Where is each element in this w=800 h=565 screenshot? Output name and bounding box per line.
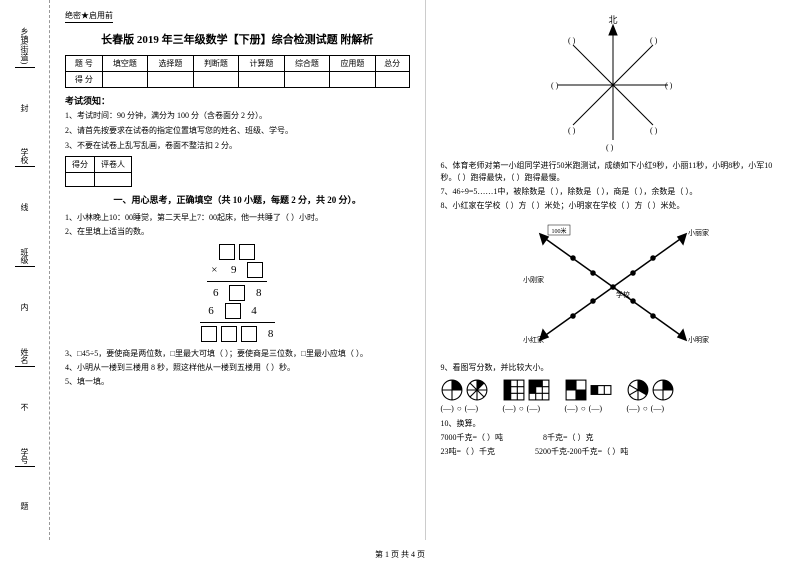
notice-item: 3、不要在试卷上乱写乱画，卷面不整洁扣 2 分。 xyxy=(65,140,410,153)
score-table: 题 号 填空题 选择题 判断题 计算题 综合题 应用题 总分 得 分 xyxy=(65,55,410,88)
score-header: 填空题 xyxy=(102,56,148,72)
grade-cell: 得分 xyxy=(66,157,95,173)
notice-item: 2、请首先按要求在试卷的指定位置填写您的姓名、班级、学号。 xyxy=(65,125,410,138)
question-8: 8、小红家在学校（ ）方（ ）米处；小明家在学校（ ）方（ ）米处。 xyxy=(441,200,786,212)
svg-text:( ): ( ) xyxy=(650,36,658,45)
score-header: 选择题 xyxy=(148,56,194,72)
grade-cell: 评卷人 xyxy=(95,157,132,173)
secret-label: 绝密★启用前 xyxy=(65,10,113,23)
multiplication-problem: × 9 6 8 6 4 8 xyxy=(65,243,410,343)
right-column: 北 ( ) ( ) ( ) ( ) ( ) ( ) ( ) 6、体育老师对第一小组同学… xyxy=(426,0,800,540)
binding-marker: 线 xyxy=(21,202,29,213)
svg-text:小刚家: 小刚家 xyxy=(523,275,544,284)
question-6: 6、体育老师对第一小组同学进行50米跑测试，成绩如下小红9秒，小丽11秒，小明8… xyxy=(441,160,786,184)
score-cell xyxy=(102,72,148,88)
score-header: 总分 xyxy=(375,56,409,72)
compass-diagram: 北 ( ) ( ) ( ) ( ) ( ) ( ) ( ) xyxy=(543,15,683,155)
svg-text:学校: 学校 xyxy=(616,290,630,299)
score-header: 计算题 xyxy=(239,56,285,72)
svg-text:小丽家: 小丽家 xyxy=(688,228,709,237)
svg-text:100米: 100米 xyxy=(551,227,566,235)
question-5: 5、填一填。 xyxy=(65,376,410,388)
left-column: 绝密★启用前 长春版 2019 年三年级数学【下册】综合检测试题 附解析 题 号… xyxy=(50,0,426,540)
binding-field-name: 姓名 xyxy=(15,348,35,367)
exam-title: 长春版 2019 年三年级数学【下册】综合检测试题 附解析 xyxy=(65,31,410,47)
binding-marker: 内 xyxy=(21,302,29,313)
score-header: 应用题 xyxy=(330,56,376,72)
svg-text:( ): ( ) xyxy=(650,126,658,135)
notice-title: 考试须知： xyxy=(65,94,410,107)
conversion-row: 7000千克=（ ）吨8千克=（ ）克 xyxy=(441,432,786,444)
svg-text:( ): ( ) xyxy=(606,143,614,152)
binding-marker: 题 xyxy=(21,501,29,512)
score-header: 判断题 xyxy=(193,56,239,72)
score-header: 综合题 xyxy=(284,56,330,72)
binding-field-class: 班级 xyxy=(15,248,35,267)
notice-item: 1、考试时间：90 分钟，满分为 100 分（含卷面分 2 分）。 xyxy=(65,110,410,123)
svg-text:小红家: 小红家 xyxy=(523,335,544,344)
fraction-shapes: (—)○(—) (—)○(—) (—)○(—) xyxy=(441,379,786,413)
svg-text:( ): ( ) xyxy=(568,126,576,135)
conversion-row: 23吨=（ ）千克5200千克-200千克=（ ）吨 xyxy=(441,446,786,458)
svg-text:( ): ( ) xyxy=(551,81,559,90)
svg-text:小明家: 小明家 xyxy=(688,335,709,344)
grade-table: 得分评卷人 xyxy=(65,156,132,187)
question-2: 2、在里填上适当的数。 xyxy=(65,226,410,238)
north-label: 北 xyxy=(608,15,617,25)
svg-text:( ): ( ) xyxy=(665,81,673,90)
question-7: 7、46÷9=5……1中，被除数是（ ），除数是（ ），商是（ ），余数是（ ）… xyxy=(441,186,786,198)
part1-title: 一、用心思考，正确填空（共 10 小题，每题 2 分，共 20 分）。 xyxy=(65,193,410,206)
question-3: 3、□45÷5，要使商是两位数，□里最大可填（ ）；要使商是三位数，□里最小应填… xyxy=(65,348,410,360)
grade-cell xyxy=(66,173,95,187)
binding-field-number: 学号 xyxy=(15,448,35,467)
binding-margin: 乡镇(街道) 封 学校 线 班级 内 姓名 不 学号 题 xyxy=(0,0,50,540)
binding-field-school: 学校 xyxy=(15,148,35,167)
score-cell: 得 分 xyxy=(66,72,103,88)
question-4: 4、小明从一楼到三楼用 8 秒，照这样他从一楼到五楼用（ ）秒。 xyxy=(65,362,410,374)
question-9: 9、看图写分数，并比较大小。 xyxy=(441,362,786,374)
binding-field-township: 乡镇(街道) xyxy=(15,27,35,67)
binding-marker: 不 xyxy=(21,402,29,413)
page-footer: 第 1 页 共 4 页 xyxy=(0,549,800,560)
question-1: 1、小林晚上10：00睡觉，第二天早上7：00起床，他一共睡了（ ）小时。 xyxy=(65,212,410,224)
binding-marker: 封 xyxy=(21,103,29,114)
score-header: 题 号 xyxy=(66,56,103,72)
cross-diagram: 100米 小丽家 小刚家 小明家 小红家 学校 xyxy=(513,217,713,357)
svg-text:( ): ( ) xyxy=(568,36,576,45)
question-10: 10、换算。 xyxy=(441,418,786,430)
